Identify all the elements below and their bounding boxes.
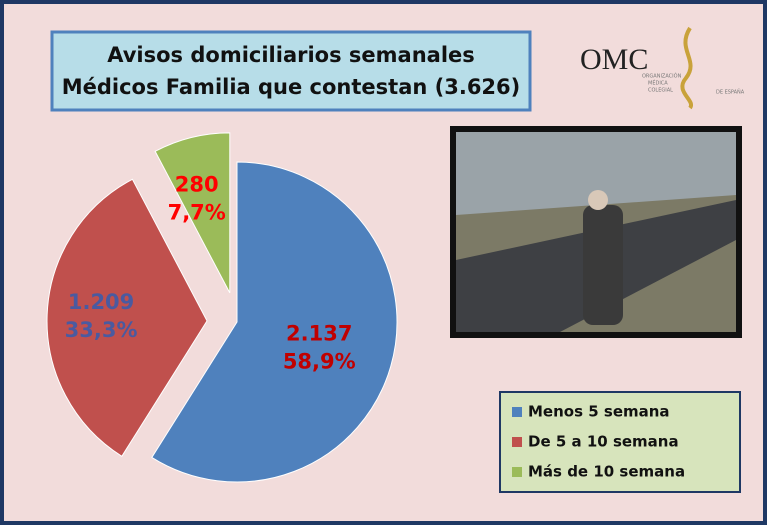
data-label: 280 (175, 173, 219, 197)
legend-label: Menos 5 semana (528, 403, 670, 421)
pie-slice (151, 161, 398, 483)
data-label: 2.137 (286, 322, 352, 346)
data-label: 7,7% (168, 201, 226, 225)
legend-label: De 5 a 10 semana (528, 433, 679, 451)
pie-slice (154, 132, 231, 294)
legend-label: Más de 10 semana (528, 463, 685, 481)
chart-title: Avisos domiciliarios semanales (107, 43, 475, 67)
legend-swatch (512, 437, 522, 447)
legend-box (499, 391, 741, 493)
legend-swatch (512, 407, 522, 417)
logo-line: ORGANIZACIÓN (642, 73, 682, 80)
logo-line: DE ESPAÑA (716, 89, 745, 96)
photo-head (588, 190, 608, 210)
chart-subtitle: Médicos Familia que contestan (3.626) (62, 75, 521, 99)
photo (450, 126, 742, 338)
logo: OMC ORGANIZACIÓN MÉDICA COLEGIAL DE ESPA… (580, 26, 745, 110)
logo-line: COLEGIAL (648, 88, 673, 94)
legend: Menos 5 semana De 5 a 10 semana Más de 10 … (499, 391, 741, 493)
pie-slice (46, 178, 208, 457)
data-label: 58,9% (283, 350, 356, 374)
pie: 2.137 58,9% 1.209 33,3% 280 7,7% (46, 132, 398, 483)
data-label: 33,3% (65, 318, 138, 342)
legend-swatch (512, 467, 522, 477)
logo-emblem (680, 26, 693, 110)
title-box (50, 30, 532, 112)
logo-line: MÉDICA (648, 79, 668, 87)
data-label: 1.209 (68, 290, 134, 314)
photo-person (583, 205, 623, 325)
logo-text: OMC (580, 43, 648, 76)
